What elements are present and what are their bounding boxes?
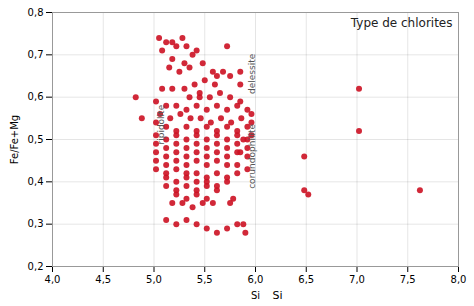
svg-text:delessite: delessite [247,53,257,94]
svg-text:0,6: 0,6 [28,91,44,102]
svg-text:0,2: 0,2 [28,261,44,272]
svg-text:4,5: 4,5 [95,274,111,285]
svg-text:0,3: 0,3 [28,218,44,229]
svg-text:Fe/Fe+Mg: Fe/Fe+Mg [9,115,20,164]
svg-text:7,5: 7,5 [400,274,416,285]
svg-text:0,4: 0,4 [28,176,44,187]
svg-text:5,5: 5,5 [197,274,213,285]
svg-text:7,0: 7,0 [349,274,365,285]
svg-text:4,0: 4,0 [45,274,61,285]
svg-text:Type de chlorites: Type de chlorites [350,16,453,30]
svg-text:0,8: 0,8 [28,7,44,18]
svg-text:corundophilite: corundophilite [247,124,257,189]
svg-text:ripidolite: ripidolite [156,104,166,144]
svg-text:0,7: 0,7 [28,49,44,60]
svg-text:6,5: 6,5 [298,274,314,285]
svg-text:Si: Si [251,290,260,301]
svg-text:0,5: 0,5 [28,134,44,145]
svg-text:Si: Si [272,289,282,302]
svg-text:8,0: 8,0 [451,274,467,285]
svg-text:5,0: 5,0 [146,274,162,285]
svg-text:6,0: 6,0 [248,274,264,285]
